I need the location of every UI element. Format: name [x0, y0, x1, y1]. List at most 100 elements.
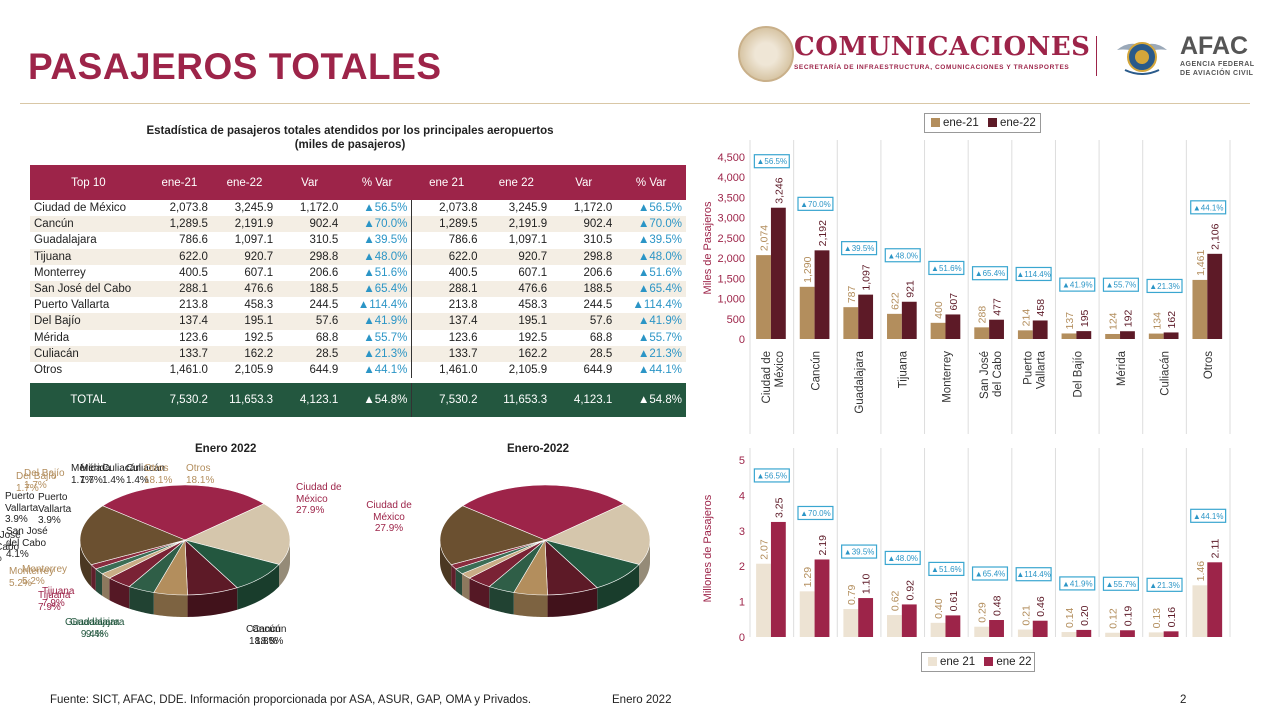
pie-label: Otros 18.1% [144, 463, 172, 486]
category-label: Culiacán [1160, 351, 1172, 396]
bar [1120, 331, 1135, 339]
pie-slice-side [187, 587, 238, 617]
var-annotation: ▲48.0% [884, 550, 921, 566]
pie-label-value: 18.8% [255, 635, 284, 647]
airport-name: Mérida [34, 331, 70, 344]
table-cell: 195.1 [211, 313, 278, 330]
bar-chart: Miles de Pasajeros 0 500 1,000 1,500 2,000 2,5… [702, 140, 1231, 434]
bar [1192, 585, 1208, 637]
pie-slice-side [451, 564, 456, 591]
bar-value-label: 0.12 [1108, 608, 1120, 629]
table-cell: 7,530.2 [146, 378, 212, 418]
category-label-line: Puerto [1023, 351, 1035, 385]
pie-label: Monterrey 5.2% [9, 566, 54, 589]
bar-value-label: 2.19 [817, 535, 829, 556]
var-annotation: ▲65.4% [971, 566, 1009, 581]
bar [930, 322, 946, 339]
pie-slice-side [129, 586, 154, 615]
col-header: Var [551, 165, 617, 200]
col-header: ene 21 [411, 165, 482, 200]
pie-slice-side [513, 592, 548, 617]
bar-value-label: 0.62 [889, 590, 901, 611]
var-annotation: ▲51.6% [928, 561, 965, 577]
table-row: Cancún 1,289.5 2,191.9 902.4 ▲70.0% 1,289.5 2,… [30, 216, 686, 233]
table-cell: ▲70.0% [342, 216, 412, 233]
category-label-line: Ciudad de [761, 351, 773, 403]
bar-value-label: 2.07 [759, 539, 771, 560]
table-cell: 298.8 [551, 248, 617, 265]
table-cell: 458.3 [518, 299, 548, 312]
y-tick-label: 3 [739, 526, 745, 538]
pie-slice [102, 484, 265, 541]
header-divider [20, 103, 1250, 104]
pie-label-name: San José del Cabo [6, 526, 48, 549]
bar-value-label: 137 [1064, 312, 1076, 330]
airport-name: Culiacán [30, 345, 147, 362]
bar-value-label: 0.13 [1151, 608, 1163, 629]
table-cell: ▲114.4% [357, 299, 408, 312]
annotation-text: ▲39.5% [844, 548, 875, 557]
table-cell: ▲21.3% [616, 345, 686, 362]
bar-value-label: 2,192 [817, 220, 829, 246]
table-cell: 920.7 [211, 248, 278, 265]
bar [901, 301, 917, 339]
bar [1032, 320, 1048, 339]
total-label: TOTAL [30, 378, 147, 418]
bar [858, 294, 874, 339]
annotation-text: ▲44.1% [1193, 512, 1224, 521]
var-annotation: ▲41.9% [1059, 277, 1096, 292]
pie-slice [79, 505, 186, 566]
table-cell: 1,289.5 [411, 216, 482, 233]
var-annotation: ▲44.1% [1190, 200, 1227, 215]
table-cell: 786.6 [411, 232, 482, 249]
airport-name: Cancún [30, 216, 147, 233]
y-tick-label: 1,500 [717, 273, 745, 285]
annotation-box [753, 468, 790, 483]
pie-label-name: Monterrey [22, 564, 68, 575]
bar-value-label: 1,097 [861, 264, 873, 290]
table-cell: 206.6 [309, 266, 339, 279]
pie-label-name: Del Bajío [16, 471, 57, 482]
table-cell: 137.4 [411, 313, 482, 330]
annotation-text: ▲48.0% [887, 554, 918, 563]
bar-value-label: 921 [904, 280, 916, 298]
annotation-box [1015, 266, 1052, 282]
bar-value-label: 1.46 [1195, 561, 1207, 582]
airport-name: Ciudad de México [34, 202, 127, 215]
pie-label-name: Puerto Vallarta [38, 492, 72, 515]
bar-value-label: 214 [1020, 309, 1032, 327]
annotation-box [841, 544, 878, 559]
table-cell: 920.7 [481, 248, 552, 265]
bar-value-label: 2.11 [1210, 538, 1222, 558]
page-number: 2 [1180, 694, 1187, 706]
table-row: Puerto Vallarta 213.8 458.3 244.5 ▲114.4% 213… [30, 297, 686, 314]
pie-slice-side [80, 540, 92, 587]
table-cell: 786.6 [179, 234, 208, 247]
table-cell: ▲39.5% [363, 234, 408, 247]
bar-value-label: 0.92 [904, 580, 916, 601]
airport-name: Otros [34, 363, 63, 376]
table-cell: ▲55.7% [363, 331, 408, 344]
annotation-box [1015, 567, 1052, 582]
table-header-row: Top 10 ene-21 ene-22 Var % Var ene 21 en… [30, 165, 686, 200]
annotation-box [797, 505, 834, 521]
pie-label-name: Otros [144, 463, 169, 474]
table-cell: ▲114.4% [632, 299, 682, 312]
var-annotation: ▲21.3% [1146, 278, 1183, 294]
table-cell: ▲54.8% [616, 378, 686, 418]
airport-name: Puerto Vallarta [34, 299, 110, 312]
table-cell: ▲70.0% [616, 216, 686, 233]
annotation-text: ▲51.6% [931, 264, 962, 273]
category-label: Cancún [810, 351, 822, 391]
bar-value-label: 0.40 [933, 598, 945, 619]
bar [887, 615, 902, 637]
bar [770, 207, 786, 339]
pie-label: Mérida 1.7% [71, 463, 102, 486]
pie-slice-side [95, 568, 103, 596]
annotation-box [841, 241, 878, 256]
bar [1148, 632, 1164, 637]
var-annotation: ▲41.9% [1059, 576, 1096, 591]
bar-value-label: 192 [1122, 310, 1134, 328]
y-tick-label: 1 [739, 597, 745, 609]
